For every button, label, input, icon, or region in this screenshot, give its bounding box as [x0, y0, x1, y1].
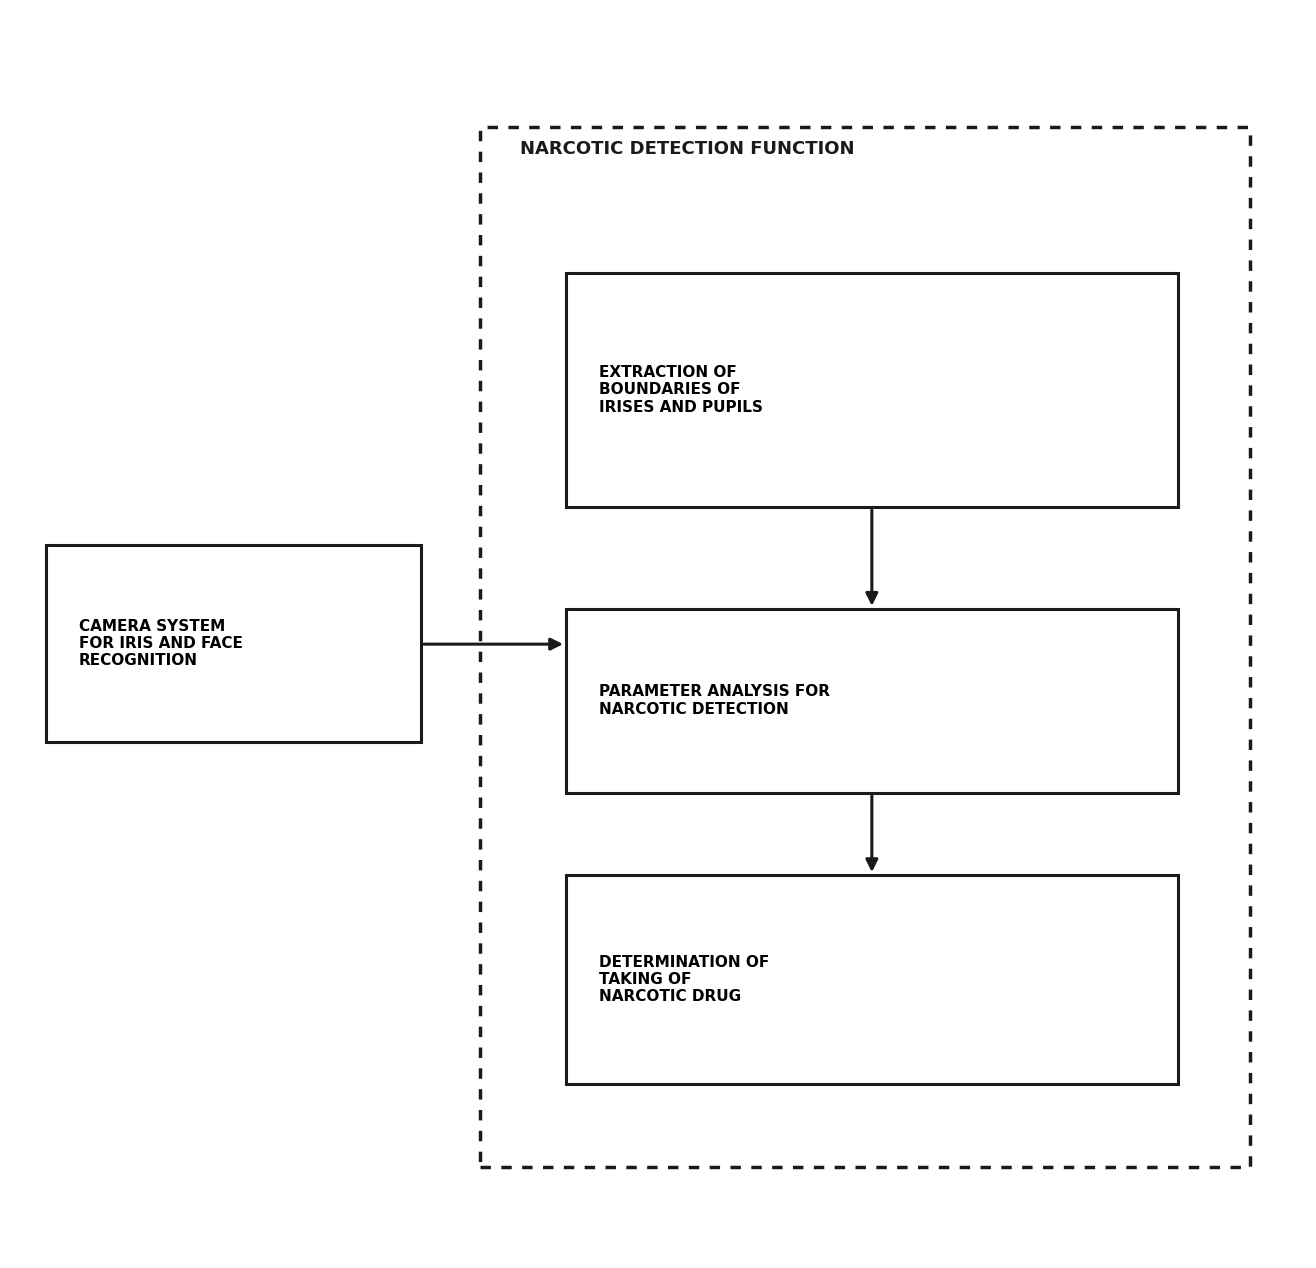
Bar	[566, 273, 1178, 507]
Text: PARAMETER ANALYSIS FOR
NARCOTIC DETECTION: PARAMETER ANALYSIS FOR NARCOTIC DETECTIO…	[599, 685, 830, 716]
Text: EXTRACTION OF
BOUNDARIES OF
IRISES AND PUPILS: EXTRACTION OF BOUNDARIES OF IRISES AND P…	[599, 365, 763, 415]
Bar	[46, 545, 421, 742]
Text: NARCOTIC DETECTION FUNCTION: NARCOTIC DETECTION FUNCTION	[520, 141, 854, 158]
Bar	[566, 875, 1178, 1084]
Text: DETERMINATION OF
TAKING OF
NARCOTIC DRUG: DETERMINATION OF TAKING OF NARCOTIC DRUG	[599, 955, 769, 1004]
Text: CAMERA SYSTEM
FOR IRIS AND FACE
RECOGNITION: CAMERA SYSTEM FOR IRIS AND FACE RECOGNIT…	[79, 619, 243, 668]
Bar	[480, 127, 1250, 1167]
Bar	[566, 609, 1178, 792]
